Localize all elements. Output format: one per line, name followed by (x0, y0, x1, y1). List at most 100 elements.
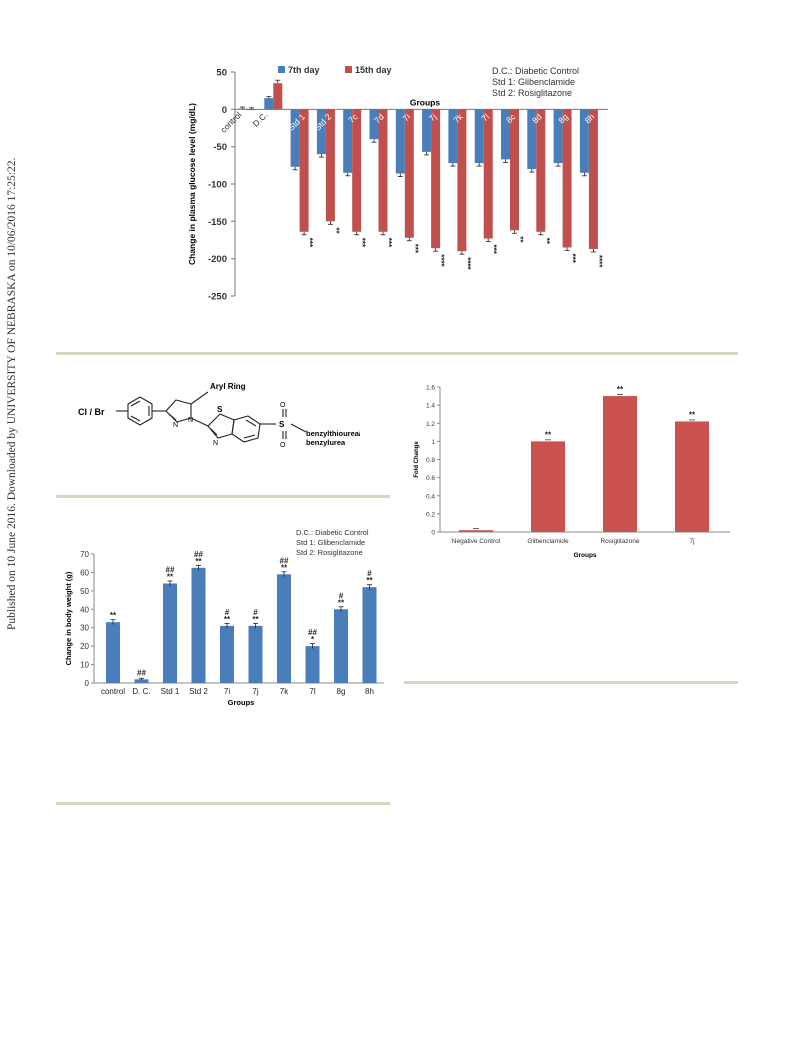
watermark-sidebar: Published on 10 June 2016. Downloaded by… (0, 0, 24, 1039)
significance-mark: ** (224, 615, 231, 624)
note-label: Std 1: Glibenclamide (296, 538, 365, 547)
bar-1 (273, 83, 283, 110)
significance-mark: ** (366, 576, 373, 585)
bar-0 (527, 109, 537, 170)
x-tick-label: 8g (337, 687, 346, 696)
y-tick-label: -50 (213, 142, 227, 153)
bar-0 (474, 109, 484, 164)
substituent-label-2: benzylurea (306, 438, 346, 447)
atom-n1: N (173, 422, 178, 429)
bar (248, 625, 263, 683)
x-tick-label: D.C. (251, 110, 270, 129)
x-tick-label: Glibenclamide (527, 538, 569, 545)
bar-1 (299, 109, 309, 232)
substituent-label-1: benzylthiourea/ (306, 429, 360, 438)
significance-mark: *** (410, 244, 419, 254)
legend-swatch (278, 66, 285, 73)
x-tick-label: Std 1 (161, 687, 180, 696)
y-tick-label: -100 (208, 180, 227, 191)
y-tick-label: -150 (208, 217, 227, 228)
significance-mark: ** (195, 557, 202, 566)
significance-mark: *** (358, 238, 367, 248)
bar-0 (343, 109, 353, 173)
legend-label: 7th day (288, 65, 320, 75)
hash-mark: # (367, 569, 372, 578)
y-tick-label: 10 (80, 661, 89, 670)
significance-mark: ** (545, 430, 552, 439)
note-label: Std 1: Glibenclamide (492, 77, 575, 87)
significance-mark: ## (137, 668, 146, 677)
atom-n2: N (188, 417, 193, 424)
bar-1 (325, 109, 335, 222)
chemical-structure: Cl / Br Aryl Ring N N S N S O O benzylth… (78, 382, 360, 449)
legend-label: 15th day (355, 65, 392, 75)
bar-0 (238, 108, 247, 110)
significance-mark: ** (689, 410, 696, 419)
y-tick-label: 20 (80, 642, 89, 651)
hash-mark: ## (194, 550, 203, 559)
body-weight-chart: 0 10 20 30 40 50 60 70 Change in body weight (g)… (64, 528, 384, 707)
bar (603, 396, 637, 532)
significance-mark: * (311, 635, 315, 644)
bar (531, 441, 565, 532)
significance-mark: *** (568, 253, 577, 263)
y-tick-label: -250 (208, 292, 227, 303)
bar-1 (352, 109, 362, 232)
bar (191, 567, 206, 683)
x-axis-label: Groups (228, 698, 255, 707)
y-tick-label: 0 (222, 105, 227, 116)
bar-1 (483, 109, 493, 239)
hash-mark: # (225, 608, 230, 617)
divider-3 (404, 681, 738, 684)
x-tick-label: 7i (400, 112, 412, 124)
watermark-text: Published on 10 June 2016. Downloaded by… (6, 158, 18, 630)
significance-mark: ** (542, 238, 551, 245)
atom-s2: S (279, 420, 285, 429)
x-tick-label: 7j (252, 687, 258, 696)
x-tick-label: 7l (479, 112, 491, 124)
x-axis-label: Groups (410, 97, 440, 107)
aryl-ring-label: Aryl Ring (210, 382, 246, 391)
bar-0 (422, 109, 432, 152)
x-tick-label: Rosiglitazone (600, 538, 639, 545)
y-tick-label: 1.6 (426, 385, 435, 392)
y-tick-label: 1 (431, 439, 435, 446)
y-axis-label: Change in plasma glucose level (mg/dL) (187, 103, 197, 265)
atom-n3: N (213, 440, 218, 447)
bar-1 (247, 109, 256, 111)
bar-0 (579, 109, 589, 173)
bar-0 (290, 109, 300, 167)
x-tick-label: 8h (365, 687, 374, 696)
hash-mark: # (253, 608, 258, 617)
halogen-label: Cl / Br (78, 407, 105, 417)
y-tick-label: 0 (431, 530, 435, 537)
y-tick-label: -200 (208, 254, 227, 265)
significance-mark: ** (252, 615, 259, 624)
y-tick-label: 50 (80, 587, 89, 596)
bar-1 (431, 109, 441, 249)
bar-0 (501, 109, 510, 160)
bar (675, 421, 709, 532)
significance-mark: ** (617, 385, 624, 394)
divider-1 (56, 352, 738, 355)
significance-mark: ** (331, 227, 340, 234)
bar-0 (395, 109, 405, 174)
y-tick-label: 50 (216, 68, 227, 79)
atom-o1: O (280, 402, 286, 409)
y-tick-label: 0.4 (426, 493, 435, 500)
bar (334, 609, 348, 683)
y-tick-label: 1.2 (426, 421, 435, 428)
x-tick-label: 7l (309, 687, 315, 696)
bar-0 (369, 109, 379, 140)
atom-s1: S (217, 405, 223, 414)
y-tick-label: 1.4 (426, 403, 435, 410)
y-axis-label: Change in body weight (g) (64, 571, 73, 665)
x-axis-label: Groups (573, 552, 596, 559)
bar (106, 622, 120, 683)
x-tick-label: 7j (689, 538, 694, 545)
x-tick-label: Negative Control (452, 538, 501, 545)
significance-mark: ** (516, 236, 525, 243)
y-tick-label: 70 (80, 550, 89, 559)
bar-1 (510, 109, 519, 231)
significance-mark: ** (110, 611, 117, 620)
